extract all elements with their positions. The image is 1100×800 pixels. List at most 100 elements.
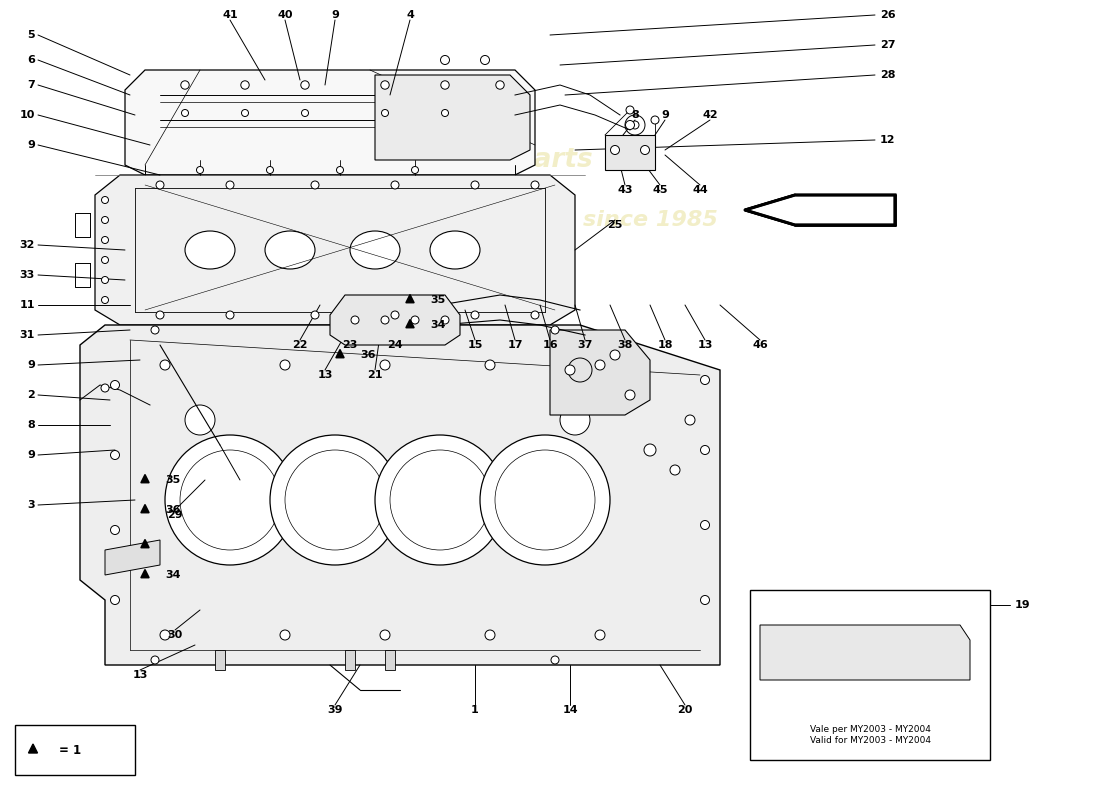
Circle shape [180, 81, 189, 90]
Text: 22: 22 [293, 340, 308, 350]
Text: 37: 37 [578, 340, 593, 350]
Bar [750, 590, 990, 760]
Circle shape [101, 197, 109, 203]
Text: 40: 40 [277, 10, 293, 20]
Circle shape [375, 435, 505, 565]
Text: 42: 42 [702, 110, 718, 120]
Text: 8: 8 [631, 110, 639, 120]
Text: 9: 9 [28, 360, 35, 370]
Polygon shape [745, 195, 895, 225]
Bar [345, 650, 355, 670]
Text: since 1985: since 1985 [583, 210, 717, 230]
Circle shape [595, 360, 605, 370]
Polygon shape [29, 744, 37, 753]
Bar [15, 725, 135, 775]
Circle shape [610, 146, 619, 154]
Circle shape [776, 641, 784, 649]
Circle shape [836, 641, 844, 649]
Circle shape [485, 360, 495, 370]
Circle shape [496, 81, 504, 90]
Circle shape [806, 641, 814, 649]
Ellipse shape [430, 231, 480, 269]
Circle shape [160, 630, 170, 640]
Text: 11: 11 [20, 300, 35, 310]
Text: 9: 9 [661, 110, 669, 120]
Polygon shape [330, 295, 460, 345]
Text: 35: 35 [430, 295, 446, 305]
Circle shape [101, 257, 109, 263]
Circle shape [101, 277, 109, 283]
Circle shape [651, 116, 659, 124]
Text: 44: 44 [692, 185, 708, 195]
Circle shape [266, 166, 274, 174]
Circle shape [701, 595, 710, 605]
Circle shape [701, 521, 710, 530]
Circle shape [379, 360, 390, 370]
Circle shape [471, 181, 478, 189]
Text: 28: 28 [880, 70, 895, 80]
Polygon shape [406, 319, 414, 328]
Circle shape [182, 110, 188, 117]
Text: 17: 17 [507, 340, 522, 350]
Circle shape [351, 316, 359, 324]
Text: 18: 18 [658, 340, 673, 350]
Circle shape [441, 110, 449, 117]
Circle shape [151, 656, 160, 664]
Text: 1: 1 [471, 705, 478, 715]
Text: 29: 29 [167, 510, 183, 520]
Circle shape [110, 381, 120, 390]
Text: 30: 30 [167, 630, 183, 640]
Text: 14: 14 [562, 705, 578, 715]
Text: e: e [175, 217, 265, 343]
Circle shape [626, 106, 634, 114]
Ellipse shape [265, 231, 315, 269]
Text: 3: 3 [28, 500, 35, 510]
Text: 43: 43 [617, 185, 632, 195]
Ellipse shape [185, 231, 235, 269]
Text: 4: 4 [406, 10, 414, 20]
Circle shape [101, 237, 109, 243]
Polygon shape [406, 294, 414, 302]
Text: 45: 45 [652, 185, 668, 195]
Polygon shape [141, 539, 150, 548]
Circle shape [485, 630, 495, 640]
Text: 5: 5 [28, 30, 35, 40]
Text: 9: 9 [331, 10, 339, 20]
Circle shape [531, 311, 539, 319]
Circle shape [631, 121, 639, 129]
Circle shape [101, 384, 109, 392]
Circle shape [226, 311, 234, 319]
Circle shape [300, 81, 309, 90]
Circle shape [551, 656, 559, 664]
Circle shape [701, 446, 710, 454]
Circle shape [441, 316, 449, 324]
Polygon shape [141, 570, 150, 578]
Circle shape [110, 450, 120, 459]
Text: 39: 39 [328, 705, 343, 715]
Polygon shape [550, 330, 650, 415]
Circle shape [301, 110, 308, 117]
Circle shape [551, 326, 559, 334]
Text: 9: 9 [28, 450, 35, 460]
Text: 24: 24 [387, 340, 403, 350]
Circle shape [610, 350, 620, 360]
Text: 33: 33 [20, 270, 35, 280]
Circle shape [390, 311, 399, 319]
Circle shape [531, 181, 539, 189]
Circle shape [411, 166, 418, 174]
Ellipse shape [350, 231, 400, 269]
Text: 34: 34 [430, 320, 446, 330]
Text: 6: 6 [28, 55, 35, 65]
Circle shape [110, 595, 120, 605]
Polygon shape [760, 625, 970, 680]
Text: for parts: for parts [469, 410, 571, 430]
Circle shape [160, 360, 170, 370]
Circle shape [381, 316, 389, 324]
Text: 15: 15 [468, 340, 483, 350]
Circle shape [440, 55, 450, 65]
Text: 8: 8 [28, 420, 35, 430]
Text: 13: 13 [697, 340, 713, 350]
Circle shape [311, 181, 319, 189]
Polygon shape [141, 474, 150, 482]
Circle shape [670, 465, 680, 475]
